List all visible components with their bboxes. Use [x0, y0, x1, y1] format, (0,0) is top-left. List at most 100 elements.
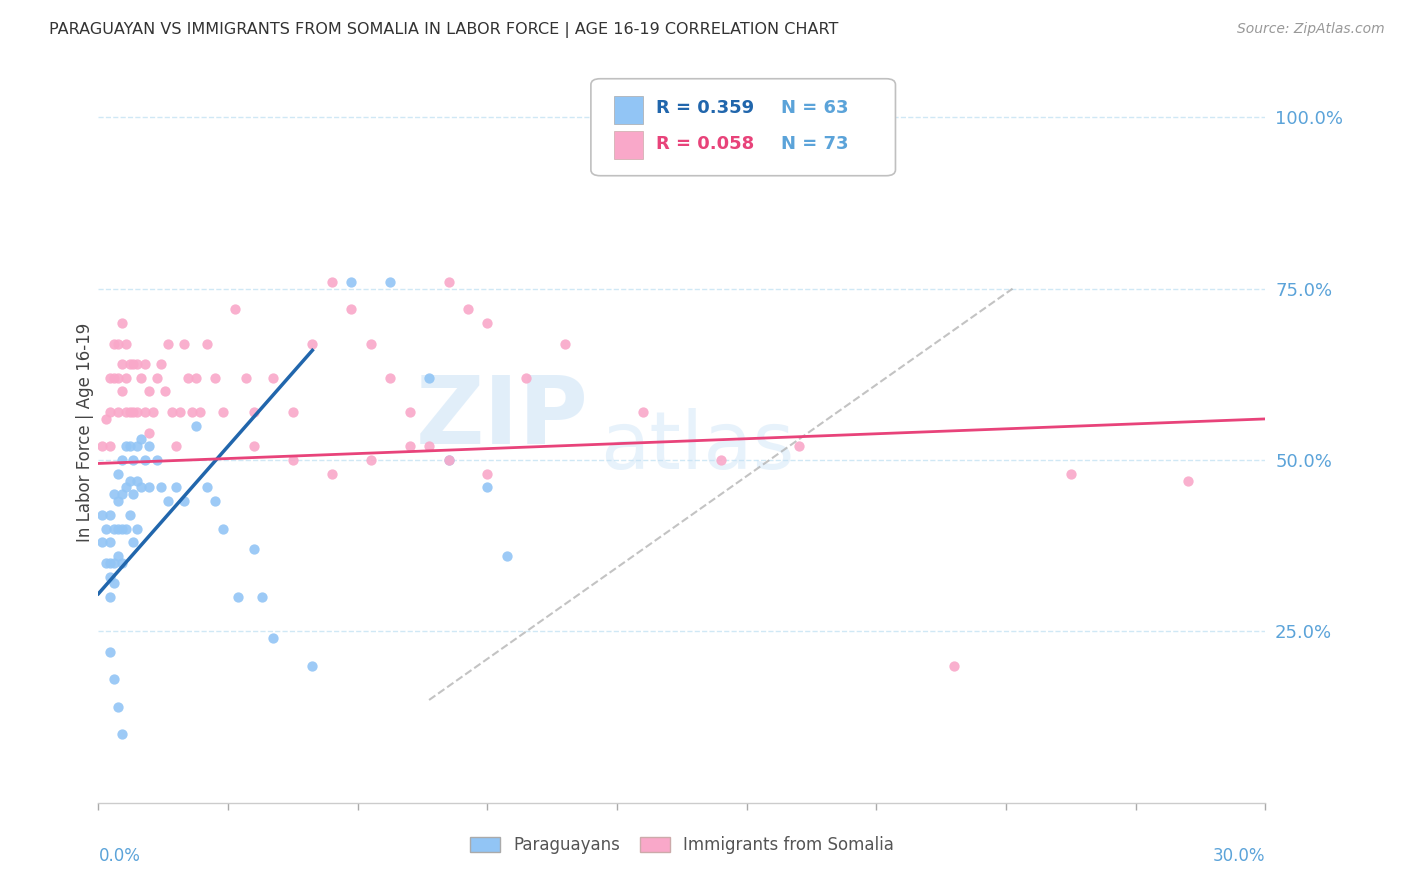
- Point: [98, 508, 121, 522]
- Point: [98, 371, 121, 385]
- Point: [107, 405, 129, 419]
- Point: [118, 405, 141, 419]
- Point: [224, 302, 246, 317]
- Point: [204, 371, 226, 385]
- Legend: Paraguayans, Immigrants from Somalia: Paraguayans, Immigrants from Somalia: [463, 830, 901, 861]
- Point: [477, 467, 499, 481]
- Point: [91, 439, 114, 453]
- Point: [162, 405, 184, 419]
- Point: [98, 405, 121, 419]
- Point: [301, 336, 323, 351]
- Point: [138, 425, 160, 440]
- Text: 0.0%: 0.0%: [98, 847, 141, 865]
- Point: [122, 453, 145, 467]
- Point: [114, 480, 136, 494]
- Point: [188, 405, 211, 419]
- Point: [98, 569, 121, 583]
- Point: [96, 522, 118, 536]
- Point: [360, 336, 382, 351]
- Text: Source: ZipAtlas.com: Source: ZipAtlas.com: [1237, 22, 1385, 37]
- Point: [118, 357, 141, 371]
- Point: [165, 439, 187, 453]
- Point: [103, 556, 125, 570]
- Point: [165, 480, 187, 494]
- Point: [321, 467, 343, 481]
- FancyBboxPatch shape: [614, 95, 644, 124]
- Point: [177, 371, 200, 385]
- Point: [111, 487, 134, 501]
- Point: [103, 673, 125, 687]
- Text: ZIP: ZIP: [416, 372, 589, 464]
- Point: [477, 316, 499, 330]
- Point: [340, 275, 363, 289]
- Point: [477, 480, 499, 494]
- Point: [129, 480, 152, 494]
- Point: [204, 494, 226, 508]
- Point: [184, 371, 207, 385]
- Text: N = 63: N = 63: [782, 99, 849, 118]
- FancyBboxPatch shape: [614, 131, 644, 160]
- Point: [157, 494, 180, 508]
- Point: [122, 487, 145, 501]
- Point: [180, 405, 202, 419]
- Text: 30.0%: 30.0%: [1213, 847, 1265, 865]
- Point: [134, 405, 156, 419]
- Point: [127, 439, 149, 453]
- Point: [138, 439, 160, 453]
- Point: [114, 371, 136, 385]
- Point: [173, 494, 195, 508]
- Point: [98, 590, 121, 604]
- Point: [340, 302, 363, 317]
- Point: [122, 357, 145, 371]
- Point: [98, 439, 121, 453]
- Point: [103, 576, 125, 591]
- Point: [107, 467, 129, 481]
- Point: [103, 371, 125, 385]
- Point: [91, 508, 114, 522]
- Point: [228, 590, 250, 604]
- Point: [496, 549, 519, 563]
- Point: [111, 556, 134, 570]
- Point: [114, 405, 136, 419]
- Point: [301, 658, 323, 673]
- Point: [380, 371, 402, 385]
- Point: [103, 336, 125, 351]
- Point: [107, 336, 129, 351]
- Point: [380, 275, 402, 289]
- Point: [96, 556, 118, 570]
- Point: [787, 439, 810, 453]
- Text: atlas: atlas: [600, 409, 794, 486]
- Point: [281, 453, 304, 467]
- Point: [114, 336, 136, 351]
- Point: [111, 384, 134, 399]
- Point: [243, 405, 266, 419]
- Point: [554, 336, 576, 351]
- Point: [107, 371, 129, 385]
- Point: [122, 535, 145, 549]
- Point: [138, 384, 160, 399]
- Point: [262, 371, 284, 385]
- Text: PARAGUAYAN VS IMMIGRANTS FROM SOMALIA IN LABOR FORCE | AGE 16-19 CORRELATION CHA: PARAGUAYAN VS IMMIGRANTS FROM SOMALIA IN…: [49, 22, 838, 38]
- Point: [250, 590, 273, 604]
- Point: [142, 405, 165, 419]
- Text: R = 0.058: R = 0.058: [657, 135, 755, 153]
- Point: [91, 535, 114, 549]
- Point: [103, 487, 125, 501]
- Point: [157, 336, 180, 351]
- Point: [111, 316, 134, 330]
- Point: [195, 480, 218, 494]
- Y-axis label: In Labor Force | Age 16-19: In Labor Force | Age 16-19: [76, 323, 94, 542]
- Point: [631, 405, 654, 419]
- Point: [129, 433, 152, 447]
- Point: [169, 405, 191, 419]
- Point: [281, 405, 304, 419]
- Point: [1177, 474, 1199, 488]
- Point: [195, 336, 218, 351]
- Point: [127, 474, 149, 488]
- Point: [111, 522, 134, 536]
- Point: [184, 418, 207, 433]
- Point: [437, 453, 460, 467]
- Point: [107, 549, 129, 563]
- FancyBboxPatch shape: [591, 78, 896, 176]
- Point: [243, 542, 266, 557]
